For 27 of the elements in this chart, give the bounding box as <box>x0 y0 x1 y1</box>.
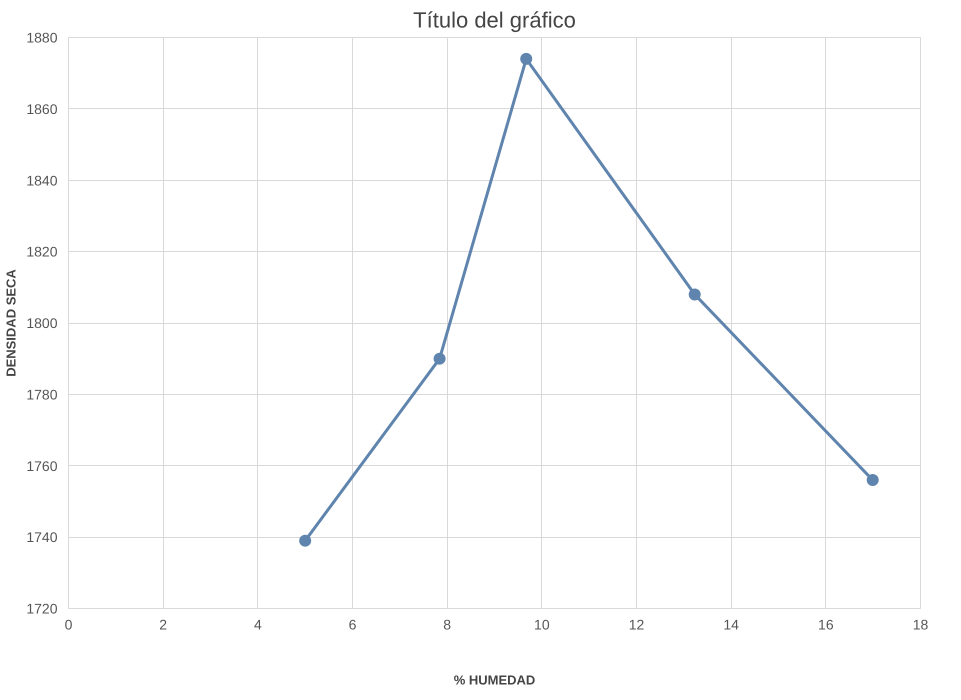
y-tick-label: 1740 <box>26 529 58 546</box>
x-tick-label: 10 <box>534 616 550 632</box>
chart-title: Título del gráfico <box>413 8 576 32</box>
x-tick-label: 18 <box>912 616 928 632</box>
point <box>520 52 532 65</box>
x-tick-label: 2 <box>159 616 168 632</box>
point <box>299 534 312 547</box>
x-tick-label: 14 <box>723 616 740 632</box>
x-tick-label: 12 <box>628 616 644 632</box>
y-tick-label: 1720 <box>26 600 58 616</box>
point <box>866 474 879 486</box>
y-tick-label: 1800 <box>26 315 58 331</box>
y-tick-label: 1860 <box>26 100 58 117</box>
y-tick-label: 1820 <box>26 244 58 260</box>
x-tick-label: 0 <box>64 616 73 632</box>
point <box>434 352 446 365</box>
x-tick-label: 16 <box>818 616 834 632</box>
x-tick-label: 4 <box>254 616 262 632</box>
x-tick-label: 8 <box>443 616 452 632</box>
y-tick-label: 1840 <box>26 172 58 188</box>
x-axis-title: % HUMEDAD <box>454 672 536 688</box>
y-tick-label: 1880 <box>26 30 58 46</box>
y-axis-title: DENSIDAD SECA <box>3 268 18 377</box>
x-tick-label: 6 <box>348 616 357 632</box>
point <box>688 288 701 300</box>
y-tick-label: 1780 <box>26 386 58 402</box>
y-tick-label: 1760 <box>26 458 58 474</box>
